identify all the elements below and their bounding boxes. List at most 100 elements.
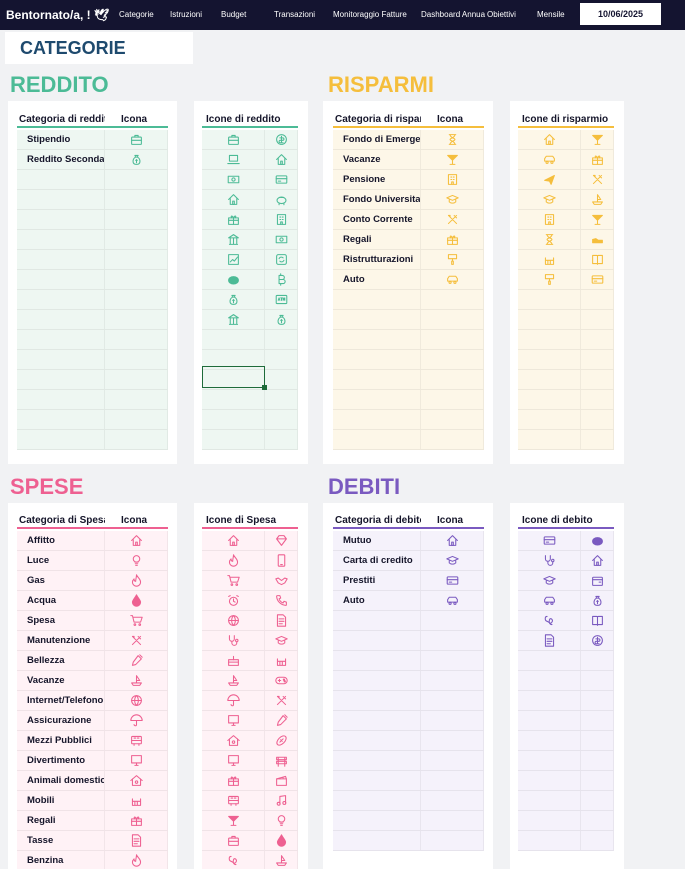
- icon-gallery-cell[interactable]: [202, 811, 265, 830]
- icon-gallery-cell[interactable]: [581, 350, 614, 369]
- category-row[interactable]: [17, 290, 168, 310]
- category-row[interactable]: [333, 651, 484, 671]
- icon-gallery-cell[interactable]: [581, 591, 614, 610]
- icon-gallery-cell[interactable]: [518, 150, 581, 169]
- category-name[interactable]: Mutuo: [333, 531, 421, 550]
- category-icon-cell[interactable]: [105, 250, 168, 269]
- category-name[interactable]: Regali: [17, 811, 105, 830]
- icon-gallery-cell[interactable]: [265, 230, 298, 249]
- category-name[interactable]: Carta di credito: [333, 551, 421, 570]
- category-row[interactable]: Animali domestici: [17, 771, 168, 791]
- category-icon-cell[interactable]: [421, 831, 484, 850]
- icon-gallery-cell[interactable]: [518, 430, 581, 449]
- category-icon-cell[interactable]: [105, 170, 168, 189]
- category-name[interactable]: Mobili: [17, 791, 105, 810]
- category-row[interactable]: Fondo di Emergenza: [333, 130, 484, 150]
- category-icon-cell[interactable]: [105, 370, 168, 389]
- icon-gallery-cell[interactable]: [265, 170, 298, 189]
- category-name[interactable]: Regali: [333, 230, 421, 249]
- icon-gallery-cell[interactable]: [518, 330, 581, 349]
- icon-gallery-cell[interactable]: [581, 170, 614, 189]
- icon-gallery-cell[interactable]: [265, 390, 298, 409]
- category-name[interactable]: Pensione: [333, 170, 421, 189]
- category-icon-cell[interactable]: [105, 190, 168, 209]
- icon-gallery-cell[interactable]: [518, 390, 581, 409]
- icon-gallery-cell[interactable]: [581, 551, 614, 570]
- category-name[interactable]: Tasse: [17, 831, 105, 850]
- category-icon-cell[interactable]: [105, 210, 168, 229]
- icon-gallery-cell[interactable]: [581, 230, 614, 249]
- category-row[interactable]: [17, 410, 168, 430]
- icon-gallery-cell[interactable]: [202, 691, 265, 710]
- icon-gallery-cell[interactable]: [265, 791, 298, 810]
- category-icon-cell[interactable]: [105, 591, 168, 610]
- icon-gallery-cell[interactable]: [202, 531, 265, 550]
- nav-budget[interactable]: Budget: [221, 10, 247, 19]
- icon-gallery-cell[interactable]: [265, 130, 298, 149]
- category-icon-cell[interactable]: [421, 170, 484, 189]
- category-row[interactable]: [333, 310, 484, 330]
- icon-gallery-cell[interactable]: [202, 390, 265, 409]
- icon-gallery-cell[interactable]: [202, 611, 265, 630]
- category-name[interactable]: [333, 771, 421, 790]
- icon-gallery-cell[interactable]: [518, 631, 581, 650]
- icon-gallery-cell[interactable]: [581, 130, 614, 149]
- category-name[interactable]: Affitto: [17, 531, 105, 550]
- icon-gallery-cell[interactable]: [202, 791, 265, 810]
- icon-gallery-cell[interactable]: [518, 250, 581, 269]
- category-icon-cell[interactable]: [105, 531, 168, 550]
- category-row[interactable]: [17, 350, 168, 370]
- category-name[interactable]: [333, 791, 421, 810]
- category-icon-cell[interactable]: [421, 310, 484, 329]
- icon-gallery-cell[interactable]: [518, 190, 581, 209]
- category-icon-cell[interactable]: [105, 751, 168, 770]
- category-icon-cell[interactable]: [421, 410, 484, 429]
- nav-categorie[interactable]: Categorie: [119, 10, 154, 19]
- category-name[interactable]: Vacanze: [333, 150, 421, 169]
- icon-gallery-cell[interactable]: [581, 631, 614, 650]
- icon-gallery-cell[interactable]: [265, 651, 298, 670]
- category-row[interactable]: Conto Corrente: [333, 210, 484, 230]
- nav-transazioni[interactable]: Transazioni: [274, 10, 316, 19]
- category-name[interactable]: [333, 651, 421, 670]
- category-name[interactable]: [17, 410, 105, 429]
- category-name[interactable]: Benzina: [17, 851, 105, 869]
- category-row[interactable]: Gas: [17, 571, 168, 591]
- category-icon-cell[interactable]: [105, 330, 168, 349]
- category-name[interactable]: [333, 671, 421, 690]
- category-icon-cell[interactable]: [105, 430, 168, 449]
- icon-gallery-cell[interactable]: [581, 330, 614, 349]
- icon-gallery-cell[interactable]: [202, 170, 265, 189]
- icon-gallery-cell[interactable]: [518, 611, 581, 630]
- icon-gallery-cell[interactable]: [581, 250, 614, 269]
- category-name[interactable]: Gas: [17, 571, 105, 590]
- icon-gallery-cell[interactable]: [518, 731, 581, 750]
- icon-gallery-cell[interactable]: [265, 751, 298, 770]
- category-name[interactable]: Stipendio: [17, 130, 105, 149]
- icon-gallery-cell[interactable]: [265, 270, 298, 289]
- category-name[interactable]: Internet/Telefono: [17, 691, 105, 710]
- category-row[interactable]: Auto: [333, 270, 484, 290]
- category-row[interactable]: Spesa: [17, 611, 168, 631]
- category-icon-cell[interactable]: [421, 210, 484, 229]
- icon-gallery-cell[interactable]: [581, 831, 614, 850]
- category-name[interactable]: [333, 751, 421, 770]
- category-icon-cell[interactable]: [105, 230, 168, 249]
- category-name[interactable]: [333, 370, 421, 389]
- icon-gallery-cell[interactable]: [581, 791, 614, 810]
- category-row[interactable]: [333, 390, 484, 410]
- category-row[interactable]: [333, 330, 484, 350]
- category-name[interactable]: Manutenzione: [17, 631, 105, 650]
- icon-gallery-cell[interactable]: [202, 410, 265, 429]
- category-row[interactable]: Benzina: [17, 851, 168, 869]
- icon-gallery-cell[interactable]: [265, 811, 298, 830]
- category-icon-cell[interactable]: [421, 350, 484, 369]
- category-row[interactable]: [333, 430, 484, 450]
- icon-gallery-cell[interactable]: [265, 410, 298, 429]
- category-name[interactable]: [333, 731, 421, 750]
- icon-gallery-cell[interactable]: [581, 410, 614, 429]
- category-name[interactable]: [333, 290, 421, 309]
- category-row[interactable]: Affitto: [17, 531, 168, 551]
- nav-obiettivi[interactable]: Obiettivi: [487, 10, 516, 19]
- category-name[interactable]: [17, 290, 105, 309]
